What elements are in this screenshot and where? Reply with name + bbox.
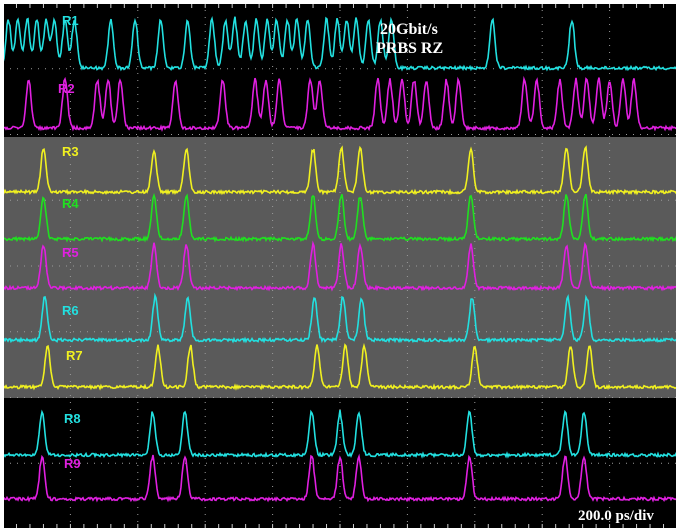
trace-label-r8: R8 <box>64 411 81 426</box>
trace-r1 <box>2 15 678 72</box>
trace-r4 <box>2 192 678 243</box>
trace-r9 <box>2 453 678 503</box>
trace-label-r7: R7 <box>66 348 83 363</box>
trace-r3 <box>2 145 678 196</box>
channel-labels: R1 R2 R3 R4 R5 R6 R7 R8 R9 <box>58 13 83 471</box>
annotation-pattern: PRBS RZ <box>376 40 443 57</box>
trace-label-r1: R1 <box>62 13 79 28</box>
trace-label-r3: R3 <box>62 144 79 159</box>
trace-layer <box>2 15 678 503</box>
trace-r7 <box>2 342 678 391</box>
trace-r8 <box>2 409 678 459</box>
timebase-label: 200.0 ps/div <box>578 508 654 524</box>
graticule <box>2 3 678 529</box>
shaded-band <box>3 137 677 398</box>
trace-label-r5: R5 <box>62 245 79 260</box>
trace-r6 <box>2 292 678 344</box>
trace-label-r6: R6 <box>62 303 79 318</box>
trace-r2 <box>2 75 678 132</box>
trace-label-r4: R4 <box>62 196 79 211</box>
trace-r5 <box>2 240 678 292</box>
trace-label-r2: R2 <box>58 81 75 96</box>
annotation-bitrate: 20Gbit/s <box>380 21 438 38</box>
trace-label-r9: R9 <box>64 456 81 471</box>
